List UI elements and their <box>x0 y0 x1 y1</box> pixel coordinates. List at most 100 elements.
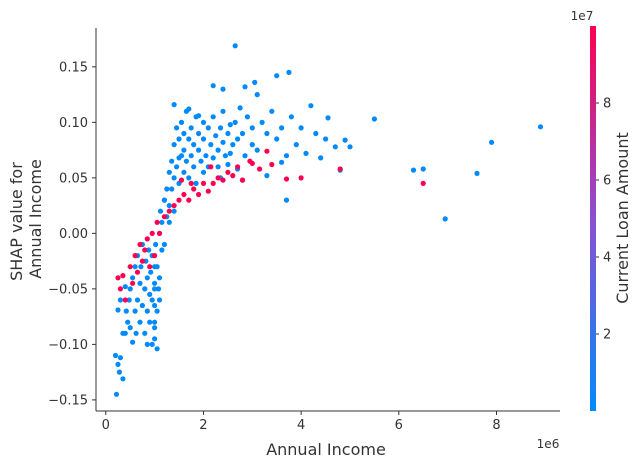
y-tick-label: 0.10 <box>59 116 88 131</box>
data-point <box>308 103 314 109</box>
data-point <box>239 130 246 137</box>
data-point <box>148 269 154 275</box>
data-point <box>264 173 270 179</box>
data-point <box>318 155 324 161</box>
data-point <box>303 150 309 156</box>
data-point <box>235 136 241 142</box>
colorbar-exponent: 1e7 <box>571 9 594 23</box>
data-point <box>200 119 207 125</box>
data-point <box>144 308 150 314</box>
data-point <box>254 92 260 98</box>
x-tick-label: 0 <box>102 418 110 433</box>
scatter-points <box>112 43 544 397</box>
data-point <box>220 86 226 92</box>
data-point <box>196 147 202 153</box>
data-point <box>264 130 270 137</box>
data-point <box>227 122 233 128</box>
data-point <box>117 297 123 303</box>
data-point <box>137 241 143 248</box>
data-point <box>157 208 164 214</box>
y-axis-label: SHAP value for Annual Income <box>7 157 45 281</box>
data-point <box>203 153 209 159</box>
x-tick-label: 2 <box>199 418 207 433</box>
data-point <box>198 158 204 164</box>
data-point <box>200 136 207 142</box>
data-point <box>171 203 177 209</box>
data-point <box>191 186 197 192</box>
data-point <box>112 352 119 359</box>
data-point <box>188 180 194 186</box>
data-point <box>269 161 275 168</box>
data-point <box>142 247 148 253</box>
data-point <box>342 137 348 143</box>
data-point <box>149 230 155 236</box>
data-point <box>130 275 136 281</box>
colorbar-tick-label: 6 <box>603 174 611 189</box>
data-point <box>161 214 167 220</box>
data-point <box>186 197 192 203</box>
data-point <box>120 273 126 279</box>
data-point <box>474 170 480 176</box>
data-point <box>156 297 163 303</box>
data-point <box>169 158 175 164</box>
data-point <box>130 339 136 345</box>
data-point <box>174 164 180 170</box>
data-point <box>232 119 238 125</box>
data-point <box>220 139 226 145</box>
data-point <box>171 102 177 108</box>
data-point <box>152 325 158 331</box>
data-point <box>142 330 148 336</box>
data-point <box>230 142 236 148</box>
data-point <box>132 308 138 314</box>
data-point <box>138 264 144 270</box>
data-point <box>144 236 150 242</box>
y-tick-label: 0.05 <box>59 171 88 186</box>
data-point <box>181 191 187 198</box>
data-point <box>149 341 155 347</box>
data-point <box>298 175 304 181</box>
data-point <box>420 166 426 172</box>
data-point <box>249 125 255 131</box>
data-point <box>122 330 128 336</box>
data-point <box>259 119 265 125</box>
data-point <box>127 325 133 331</box>
data-point <box>225 130 231 137</box>
data-point <box>242 153 248 159</box>
data-point <box>152 319 158 325</box>
data-point <box>371 116 377 122</box>
data-point <box>166 169 172 175</box>
data-point <box>139 302 145 309</box>
data-point <box>325 115 331 121</box>
data-point <box>117 355 123 361</box>
data-point <box>225 161 231 168</box>
data-point <box>286 69 292 75</box>
data-point <box>489 139 495 145</box>
data-point <box>230 173 236 179</box>
data-point <box>200 169 207 175</box>
data-point <box>186 106 192 112</box>
data-point <box>127 264 133 270</box>
data-point <box>113 391 120 397</box>
data-point <box>313 130 319 137</box>
data-point <box>283 197 290 203</box>
data-point <box>186 175 192 181</box>
data-point <box>537 124 544 130</box>
data-point <box>191 164 197 170</box>
data-point <box>257 166 263 172</box>
data-point <box>127 286 133 292</box>
data-point <box>181 130 187 137</box>
data-point <box>237 105 243 111</box>
data-point <box>215 147 221 153</box>
data-point <box>130 280 136 286</box>
data-point <box>133 330 139 336</box>
data-point <box>152 302 158 309</box>
data-point <box>205 188 211 194</box>
data-point <box>298 125 304 131</box>
data-point <box>200 180 207 186</box>
data-point <box>220 108 226 114</box>
data-point <box>249 160 255 166</box>
data-point <box>126 297 132 303</box>
data-point <box>274 73 280 79</box>
data-point <box>252 79 258 85</box>
data-point <box>196 113 202 119</box>
